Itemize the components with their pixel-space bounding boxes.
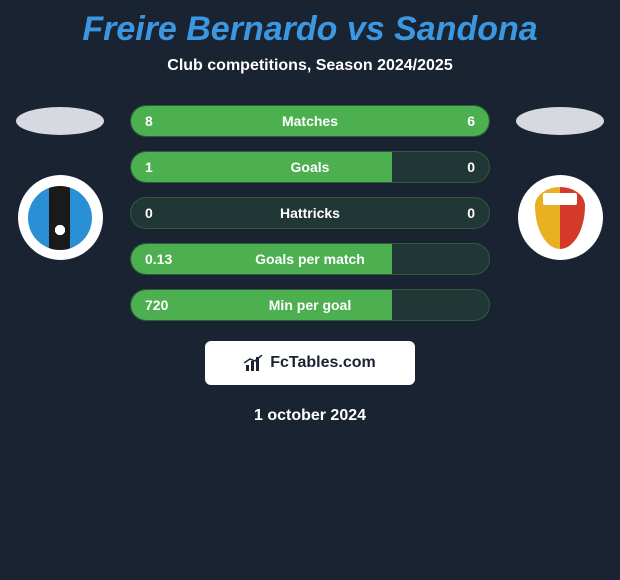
stat-left-value: 8 <box>145 113 153 129</box>
date-label: 1 october 2024 <box>0 407 620 425</box>
right-column <box>510 105 610 260</box>
stat-right-value: 0 <box>467 205 475 221</box>
stat-right-value: 0 <box>467 159 475 175</box>
stat-row: 1 Goals 0 <box>130 151 490 183</box>
title: Freire Bernardo vs Sandona <box>0 10 620 49</box>
stat-row: 0 Hattricks 0 <box>130 197 490 229</box>
stat-left-value: 1 <box>145 159 153 175</box>
stat-fill-left <box>131 152 392 182</box>
stat-row: 720 Min per goal <box>130 289 490 321</box>
brand-label: FcTables.com <box>270 354 376 372</box>
club-badge-left-inner <box>28 186 92 250</box>
stat-label: Goals per match <box>255 251 365 267</box>
subtitle: Club competitions, Season 2024/2025 <box>0 57 620 75</box>
stats-list: 8 Matches 6 1 Goals 0 0 Hattricks 0 0.13 Goals per… <box>130 105 490 321</box>
stat-row: 8 Matches 6 <box>130 105 490 137</box>
content-row: 8 Matches 6 1 Goals 0 0 Hattricks 0 0.13 Goals per… <box>0 105 620 321</box>
comparison-card: Freire Bernardo vs Sandona Club competit… <box>0 0 620 435</box>
club-badge-right <box>518 175 603 260</box>
stat-label: Min per goal <box>269 297 351 313</box>
stat-right-value: 6 <box>467 113 475 129</box>
stat-left-value: 720 <box>145 297 168 313</box>
player-silhouette-left <box>16 107 104 135</box>
stat-label: Goals <box>291 159 330 175</box>
left-column <box>10 105 110 260</box>
stat-left-value: 0.13 <box>145 251 172 267</box>
stat-label: Matches <box>282 113 338 129</box>
player-silhouette-right <box>516 107 604 135</box>
stat-fill-left <box>131 290 392 320</box>
stat-row: 0.13 Goals per match <box>130 243 490 275</box>
club-badge-right-inner <box>535 187 585 249</box>
brand-box[interactable]: FcTables.com <box>205 341 415 385</box>
stat-label: Hattricks <box>280 205 340 221</box>
brand-chart-icon <box>244 355 264 371</box>
stat-left-value: 0 <box>145 205 153 221</box>
club-badge-left <box>18 175 103 260</box>
